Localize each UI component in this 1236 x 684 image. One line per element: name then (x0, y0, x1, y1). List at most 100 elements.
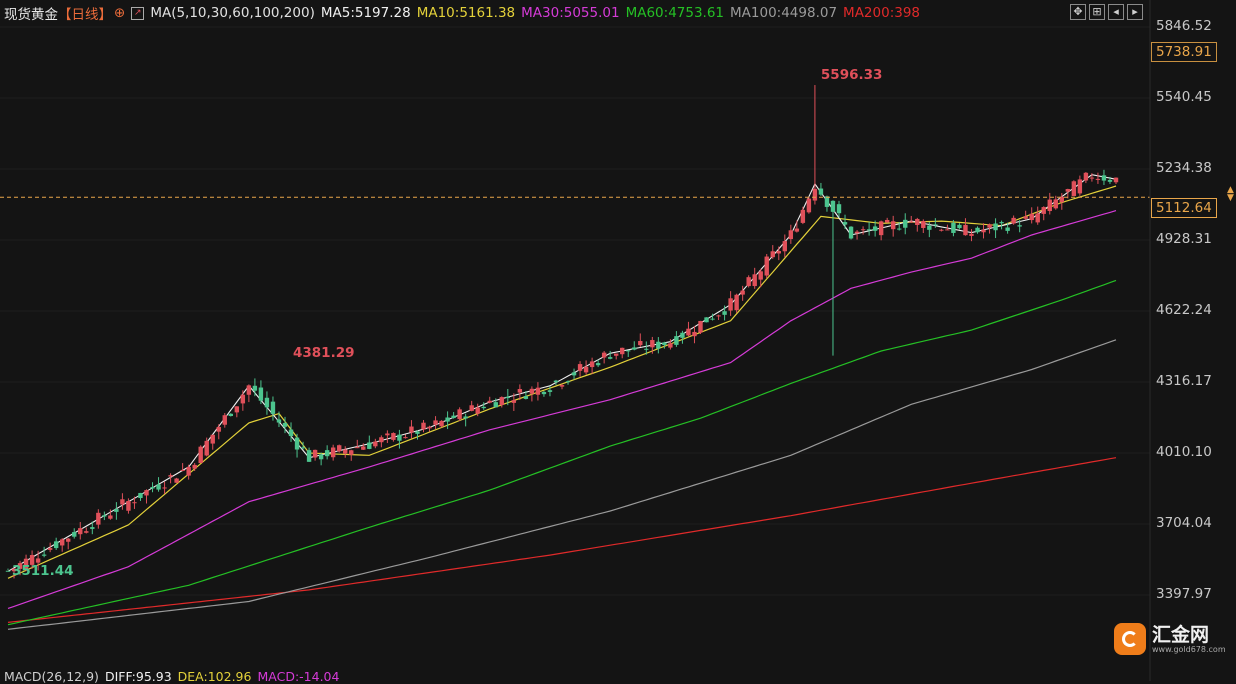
candle-body (800, 209, 806, 223)
candle-body (433, 420, 438, 425)
macd-label: MACD(26,12,9) (4, 669, 99, 684)
candle-body (246, 385, 252, 395)
candle-body (66, 538, 71, 542)
y-tick-label: 4622.24 (1156, 302, 1212, 318)
candle-body (782, 241, 788, 252)
candle-body (601, 352, 607, 358)
back-icon[interactable]: ◂ (1108, 4, 1124, 20)
candle-body (276, 419, 282, 423)
candle-body (517, 389, 523, 393)
forward-icon[interactable]: ▸ (1127, 4, 1143, 20)
candle-body (1071, 181, 1077, 197)
candle-body (162, 487, 167, 489)
price-grid (0, 26, 1150, 596)
candle-body (939, 229, 944, 231)
candle-body (415, 431, 420, 434)
candle-body (776, 251, 781, 254)
candle-body (270, 401, 276, 414)
low-annotation: 3511.44 (12, 562, 74, 579)
candle-body (463, 416, 468, 419)
candle-body (577, 364, 583, 371)
candle-body (355, 447, 360, 449)
indicator-chart-icon[interactable]: ↗ (131, 6, 145, 20)
candle-body (758, 271, 763, 280)
candle-body (710, 318, 715, 320)
ma10-value: MA10:5161.38 (416, 5, 516, 21)
y-tick-label: 5846.52 (1156, 18, 1212, 34)
candle-body (29, 555, 35, 565)
y-tick-label: 5540.45 (1156, 89, 1212, 105)
candle-body (445, 417, 450, 422)
candle-body (288, 429, 294, 437)
candle-body (5, 570, 11, 572)
candle-body (909, 221, 914, 223)
candle-body (282, 422, 288, 427)
candle-body (258, 387, 264, 401)
candle-body (1101, 175, 1107, 181)
ma100-line (7, 339, 1117, 630)
candle-body (638, 340, 643, 346)
candle-body (90, 527, 95, 529)
candle-body (144, 490, 149, 496)
candle-body (704, 317, 709, 323)
candle-body (897, 228, 902, 230)
candle-body (379, 437, 384, 443)
candle-body (120, 499, 125, 505)
candle-body (240, 394, 246, 404)
mid-high-annotation: 4381.29 (293, 344, 355, 361)
candle-body (1053, 199, 1058, 209)
candle-body (1023, 216, 1028, 219)
add-circle-icon[interactable]: ⊕ (114, 5, 126, 21)
move-icon[interactable]: ✥ (1070, 4, 1086, 20)
candle-body (294, 437, 300, 450)
candle-body (565, 381, 571, 383)
candle-body (367, 442, 372, 449)
candle-body (312, 449, 318, 458)
candle-body (138, 492, 143, 499)
price-arrow-icon[interactable]: ▲ ▼ (1227, 185, 1234, 203)
candle-body (1017, 225, 1022, 227)
candle-body (595, 363, 601, 366)
candle-body (1113, 177, 1119, 183)
candle-body (475, 407, 480, 414)
candle-body (620, 347, 625, 355)
logo-mark-icon (1114, 623, 1146, 655)
candle-body (72, 532, 77, 537)
candle-body (252, 385, 258, 391)
symbol-name: 现货黄金 (4, 7, 58, 23)
candle-body (915, 218, 920, 225)
candle-body (583, 366, 589, 373)
macd-dea: DEA:102.96 (177, 669, 252, 684)
candle-body (1107, 179, 1113, 182)
candle-body (451, 415, 456, 418)
candle-body (361, 446, 366, 450)
chart-toolbar: ✥ ⊞ ◂ ▸ (1070, 4, 1143, 20)
ma200-line (7, 457, 1117, 623)
candle-body (409, 426, 414, 433)
candle-body (234, 406, 240, 413)
ma60-line (7, 279, 1117, 626)
candle-body (222, 415, 227, 425)
candle-body (662, 342, 667, 345)
candle-body (499, 397, 504, 406)
grid-icon[interactable]: ⊞ (1089, 4, 1105, 20)
high-annotation: 5596.33 (820, 67, 883, 84)
current-price-label: 5112.64 (1151, 198, 1217, 219)
candle-body (848, 226, 854, 239)
candle-body (535, 387, 541, 395)
candle-body (192, 464, 197, 469)
candle-body (511, 400, 517, 403)
candle-body (734, 294, 739, 311)
candle-body (84, 531, 89, 533)
candle-body (1047, 199, 1052, 212)
candle-body (999, 222, 1004, 224)
candle-body (872, 226, 878, 231)
candle-body (505, 396, 511, 399)
candle-body (764, 256, 769, 276)
candle-body (951, 222, 956, 233)
candle-body (927, 225, 932, 230)
candle-body (174, 478, 179, 483)
period-label[interactable]: 【日线】 (58, 7, 112, 23)
candle-body (1095, 178, 1101, 180)
candle-body (427, 426, 432, 429)
